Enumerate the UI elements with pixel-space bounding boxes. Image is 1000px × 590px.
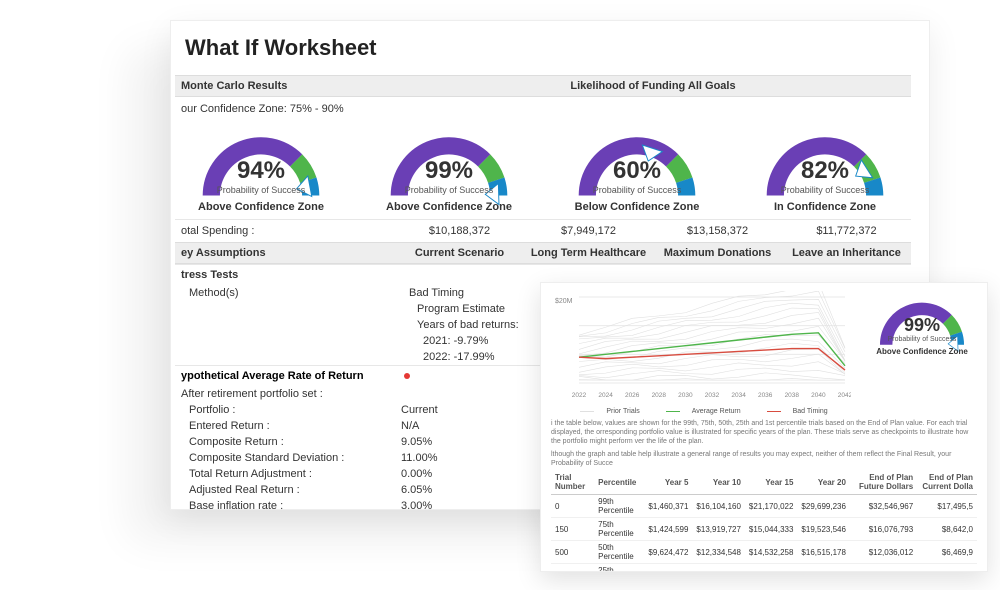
table-header: Year 15 (745, 470, 798, 495)
trials-chart-svg: $20M 2022 2024 2026 2028 2030 2032 2034 2036 2038… (551, 291, 851, 401)
svg-text:2032: 2032 (705, 392, 720, 399)
svg-text:2040: 2040 (811, 392, 826, 399)
svg-text:2042: 2042 (838, 392, 851, 399)
assump-col-1: Long Term Healthcare (524, 243, 653, 263)
assump-col-2: Maximum Donations (653, 243, 782, 263)
table-header: Year 10 (692, 470, 745, 495)
table-row: 75025th Percentile$8,384,346$7,015,332$1… (551, 564, 977, 572)
key-assumptions-label: ey Assumptions (175, 243, 395, 263)
table-header: Trial Number (551, 470, 594, 495)
svg-text:2038: 2038 (785, 392, 800, 399)
gauges-row: 94% Probability of Success Above Confide… (175, 117, 911, 219)
chart-note-2: lthough the graph and table help illustr… (551, 450, 977, 468)
gauge-zone-0: Above Confidence Zone (181, 201, 341, 213)
svg-text:2022: 2022 (572, 392, 587, 399)
svg-text:$20M: $20M (555, 298, 573, 305)
table-header: Year 20 (797, 470, 850, 495)
confidence-zone-text: our Confidence Zone: 75% - 90% (175, 97, 911, 117)
svg-text:2036: 2036 (758, 392, 773, 399)
gauge-zone-3: In Confidence Zone (745, 201, 905, 213)
gauge-1: 99% Probability of Success Above Confide… (369, 121, 529, 213)
svg-text:2026: 2026 (625, 392, 640, 399)
table-header: End of Plan Future Dollars (850, 470, 917, 495)
total-spending-v1: $7,949,172 (524, 220, 653, 242)
mini-gauge: 99% Probability of Success Above Confide… (867, 291, 977, 415)
gauge-zone-1: Above Confidence Zone (369, 201, 529, 213)
table-row: 50050th Percentile$9,624,472$12,334,548$… (551, 541, 977, 564)
chart-legend: Prior Trials Average Return Bad Timing (551, 408, 857, 415)
percentile-table: Trial NumberPercentileYear 5Year 10Year … (551, 470, 977, 572)
svg-text:2028: 2028 (652, 392, 667, 399)
monte-carlo-header-left: Monte Carlo Results (175, 76, 395, 96)
table-row: 099th Percentile$1,460,371$16,104,160$21… (551, 495, 977, 518)
total-spending-row: otal Spending : $10,188,372 $7,949,172 $… (175, 219, 911, 242)
gauge-zone-2: Below Confidence Zone (557, 201, 717, 213)
monte-carlo-header-band: Monte Carlo Results Likelihood of Fundin… (175, 75, 911, 97)
chart-table-card: $20M 2022 2024 2026 2028 2030 2032 2034 2036 2038… (540, 282, 988, 572)
table-row: 15075th Percentile$1,424,599$13,919,727$… (551, 518, 977, 541)
gauge-3: 82% Probability of Success In Confidence… (745, 121, 905, 213)
gauge-0: 94% Probability of Success Above Confide… (181, 121, 341, 213)
chart-note-1: i the table below, values are shown for … (551, 419, 977, 446)
svg-text:2030: 2030 (678, 392, 693, 399)
trials-chart: $20M 2022 2024 2026 2028 2030 2032 2034 2036 2038… (551, 291, 857, 415)
table-header: End of Plan Current Dolla (917, 470, 977, 495)
gauge-2: 60% Probability of Success Below Confide… (557, 121, 717, 213)
key-assumptions-band: ey Assumptions Current Scenario Long Ter… (175, 242, 911, 264)
total-spending-v0: $10,188,372 (395, 220, 524, 242)
total-spending-v2: $13,158,372 (653, 220, 782, 242)
total-spending-v3: $11,772,372 (782, 220, 911, 242)
red-dot-icon (404, 373, 410, 379)
table-header: Percentile (594, 470, 644, 495)
page-title: What If Worksheet (175, 31, 911, 75)
total-spending-label: otal Spending : (175, 220, 395, 242)
assump-col-0: Current Scenario (395, 243, 524, 263)
table-header: Year 5 (644, 470, 692, 495)
mini-gauge-zone: Above Confidence Zone (867, 347, 977, 356)
svg-text:2024: 2024 (598, 392, 613, 399)
monte-carlo-header-right: Likelihood of Funding All Goals (395, 76, 911, 96)
assump-col-3: Leave an Inheritance (782, 243, 911, 263)
svg-text:2034: 2034 (731, 392, 746, 399)
